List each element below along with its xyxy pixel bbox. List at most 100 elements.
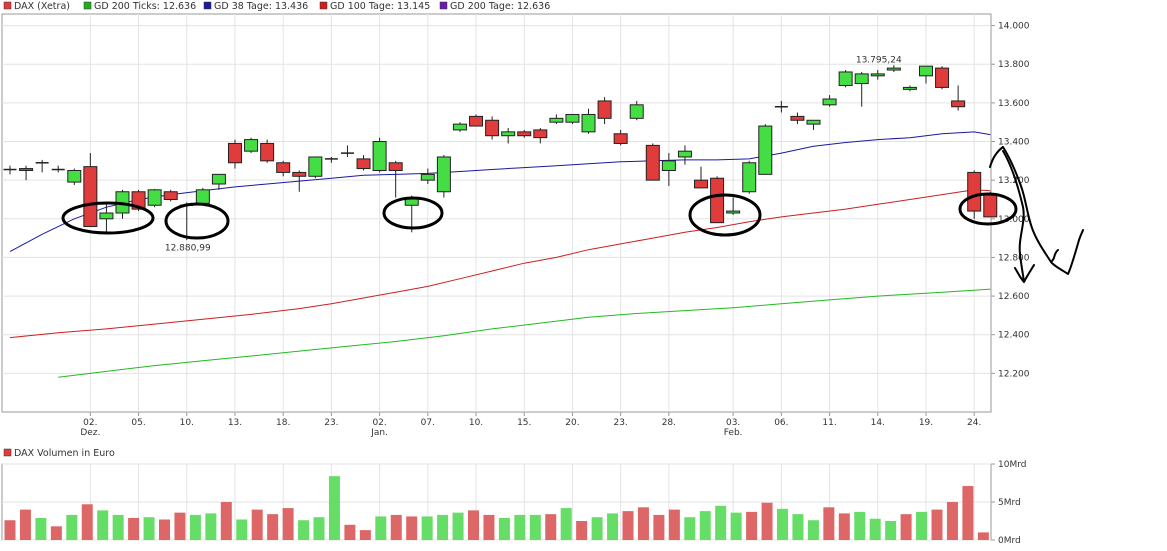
volume-bar <box>35 517 47 540</box>
volume-bar <box>637 507 649 540</box>
volume-bar <box>143 517 155 540</box>
legend-swatch <box>439 1 448 10</box>
volume-title: DAX Volumen in Euro <box>14 448 115 459</box>
legend-swatch <box>3 1 12 10</box>
y-tick-label: 13.000 <box>998 215 1030 225</box>
candle-body <box>870 73 885 77</box>
volume-bar <box>838 513 850 540</box>
candle-body <box>469 115 484 127</box>
y-tick-label: 10Mrd <box>998 460 1026 470</box>
price-annotations: 13.795,24 12.880,99 <box>165 55 902 253</box>
price-legend: DAX (Xetra) GD 200 Ticks: 12.636 GD 38 Tag… <box>3 1 550 12</box>
volume-bar <box>792 514 804 540</box>
x-tick-label: 10. <box>180 418 194 428</box>
circle-mark <box>382 196 444 230</box>
volume-bar <box>777 508 788 540</box>
volume-legend: DAX Volumen in Euro <box>3 448 115 459</box>
candle-body <box>244 139 259 152</box>
x-tick-label: 02. <box>83 418 97 428</box>
candle-body <box>806 119 821 125</box>
legend-label: GD 200 Ticks: 12.636 <box>94 1 196 12</box>
volume-bar <box>421 516 433 540</box>
volume-bar <box>684 517 696 540</box>
y-tick-label: 0Mrd <box>998 536 1021 546</box>
volume-bar <box>205 513 217 540</box>
y-tick-label: 12.600 <box>998 292 1030 302</box>
candle-body <box>661 160 676 171</box>
volume-bar <box>869 518 881 540</box>
volume-bar <box>622 511 634 540</box>
volume-bar <box>159 519 170 540</box>
x-tick-label: 11. <box>822 418 836 428</box>
legend-swatch <box>203 1 212 10</box>
x-tick-sublabel: Dez. <box>80 428 100 438</box>
volume-bar <box>50 526 62 540</box>
x-tick-label: 10. <box>469 418 483 428</box>
y-tick-label: 13.200 <box>998 176 1030 186</box>
candle-body <box>613 133 628 144</box>
volume-bar <box>607 513 619 540</box>
volume-bar <box>962 486 974 540</box>
y-tick-label: 13.600 <box>998 99 1030 109</box>
volume-bar <box>900 514 912 540</box>
volume-bar <box>576 521 588 540</box>
volume-bar <box>761 502 773 540</box>
arrow-mark <box>1002 150 1035 283</box>
volume-bar <box>807 520 819 540</box>
candle-body <box>967 171 982 212</box>
candle-body <box>19 168 34 171</box>
candle-body <box>211 173 226 185</box>
candle-body <box>372 141 387 171</box>
volume-bar <box>375 516 387 540</box>
volume-bar <box>282 508 294 540</box>
candle-body <box>195 189 210 204</box>
candle-body <box>838 71 853 86</box>
candle-body <box>452 123 467 131</box>
x-tick-label: 20. <box>565 418 579 428</box>
volume-bar <box>452 512 464 540</box>
candle-body <box>99 212 114 220</box>
volume-bar <box>220 502 232 540</box>
x-tick-sublabel: Jan. <box>370 428 388 438</box>
volume-bar <box>591 517 603 540</box>
candle-body <box>565 113 580 123</box>
volume-bar <box>437 514 449 540</box>
volume-bar <box>468 510 479 540</box>
volume-bar <box>128 517 140 540</box>
volume-bar <box>977 532 989 540</box>
candle-body <box>983 193 998 218</box>
circle-mark <box>164 202 230 240</box>
candle-body <box>645 144 660 181</box>
candle-body <box>918 65 933 77</box>
candle-body <box>388 162 403 171</box>
candlesticks <box>3 65 998 241</box>
candle-body <box>67 169 82 183</box>
x-tick-label: 28. <box>662 418 676 428</box>
candle-body <box>886 67 901 71</box>
candle-body <box>742 162 757 193</box>
legend-label: DAX (Xetra) <box>14 1 70 12</box>
candle-body <box>694 179 709 189</box>
candle-body <box>726 210 741 214</box>
x-tick-sublabel: Feb. <box>724 428 743 438</box>
x-tick-label: 23. <box>324 418 338 428</box>
volume-bar <box>344 524 356 540</box>
volume-bar <box>97 510 109 540</box>
candle-body <box>420 173 435 181</box>
y-tick-label: 13.400 <box>998 138 1030 148</box>
x-tick-label: 03. <box>726 418 740 428</box>
moving-average-line <box>58 288 991 378</box>
volume-legend-swatch <box>3 448 12 457</box>
price-y-axis: 12.200 12.400 12.600 12.800 13.000 13.200 13.4… <box>991 22 1030 379</box>
candle-body <box>83 166 98 228</box>
x-tick-label: 24. <box>967 418 981 428</box>
volume-bar <box>699 511 711 540</box>
candle-body <box>260 142 275 162</box>
volume-bar <box>498 517 510 540</box>
price-annotation: 13.795,24 <box>856 55 902 65</box>
volume-bar <box>328 476 340 540</box>
candle-body <box>677 150 692 158</box>
volume-bar <box>545 514 557 540</box>
candle-body <box>629 104 644 119</box>
volume-bar <box>715 505 727 540</box>
